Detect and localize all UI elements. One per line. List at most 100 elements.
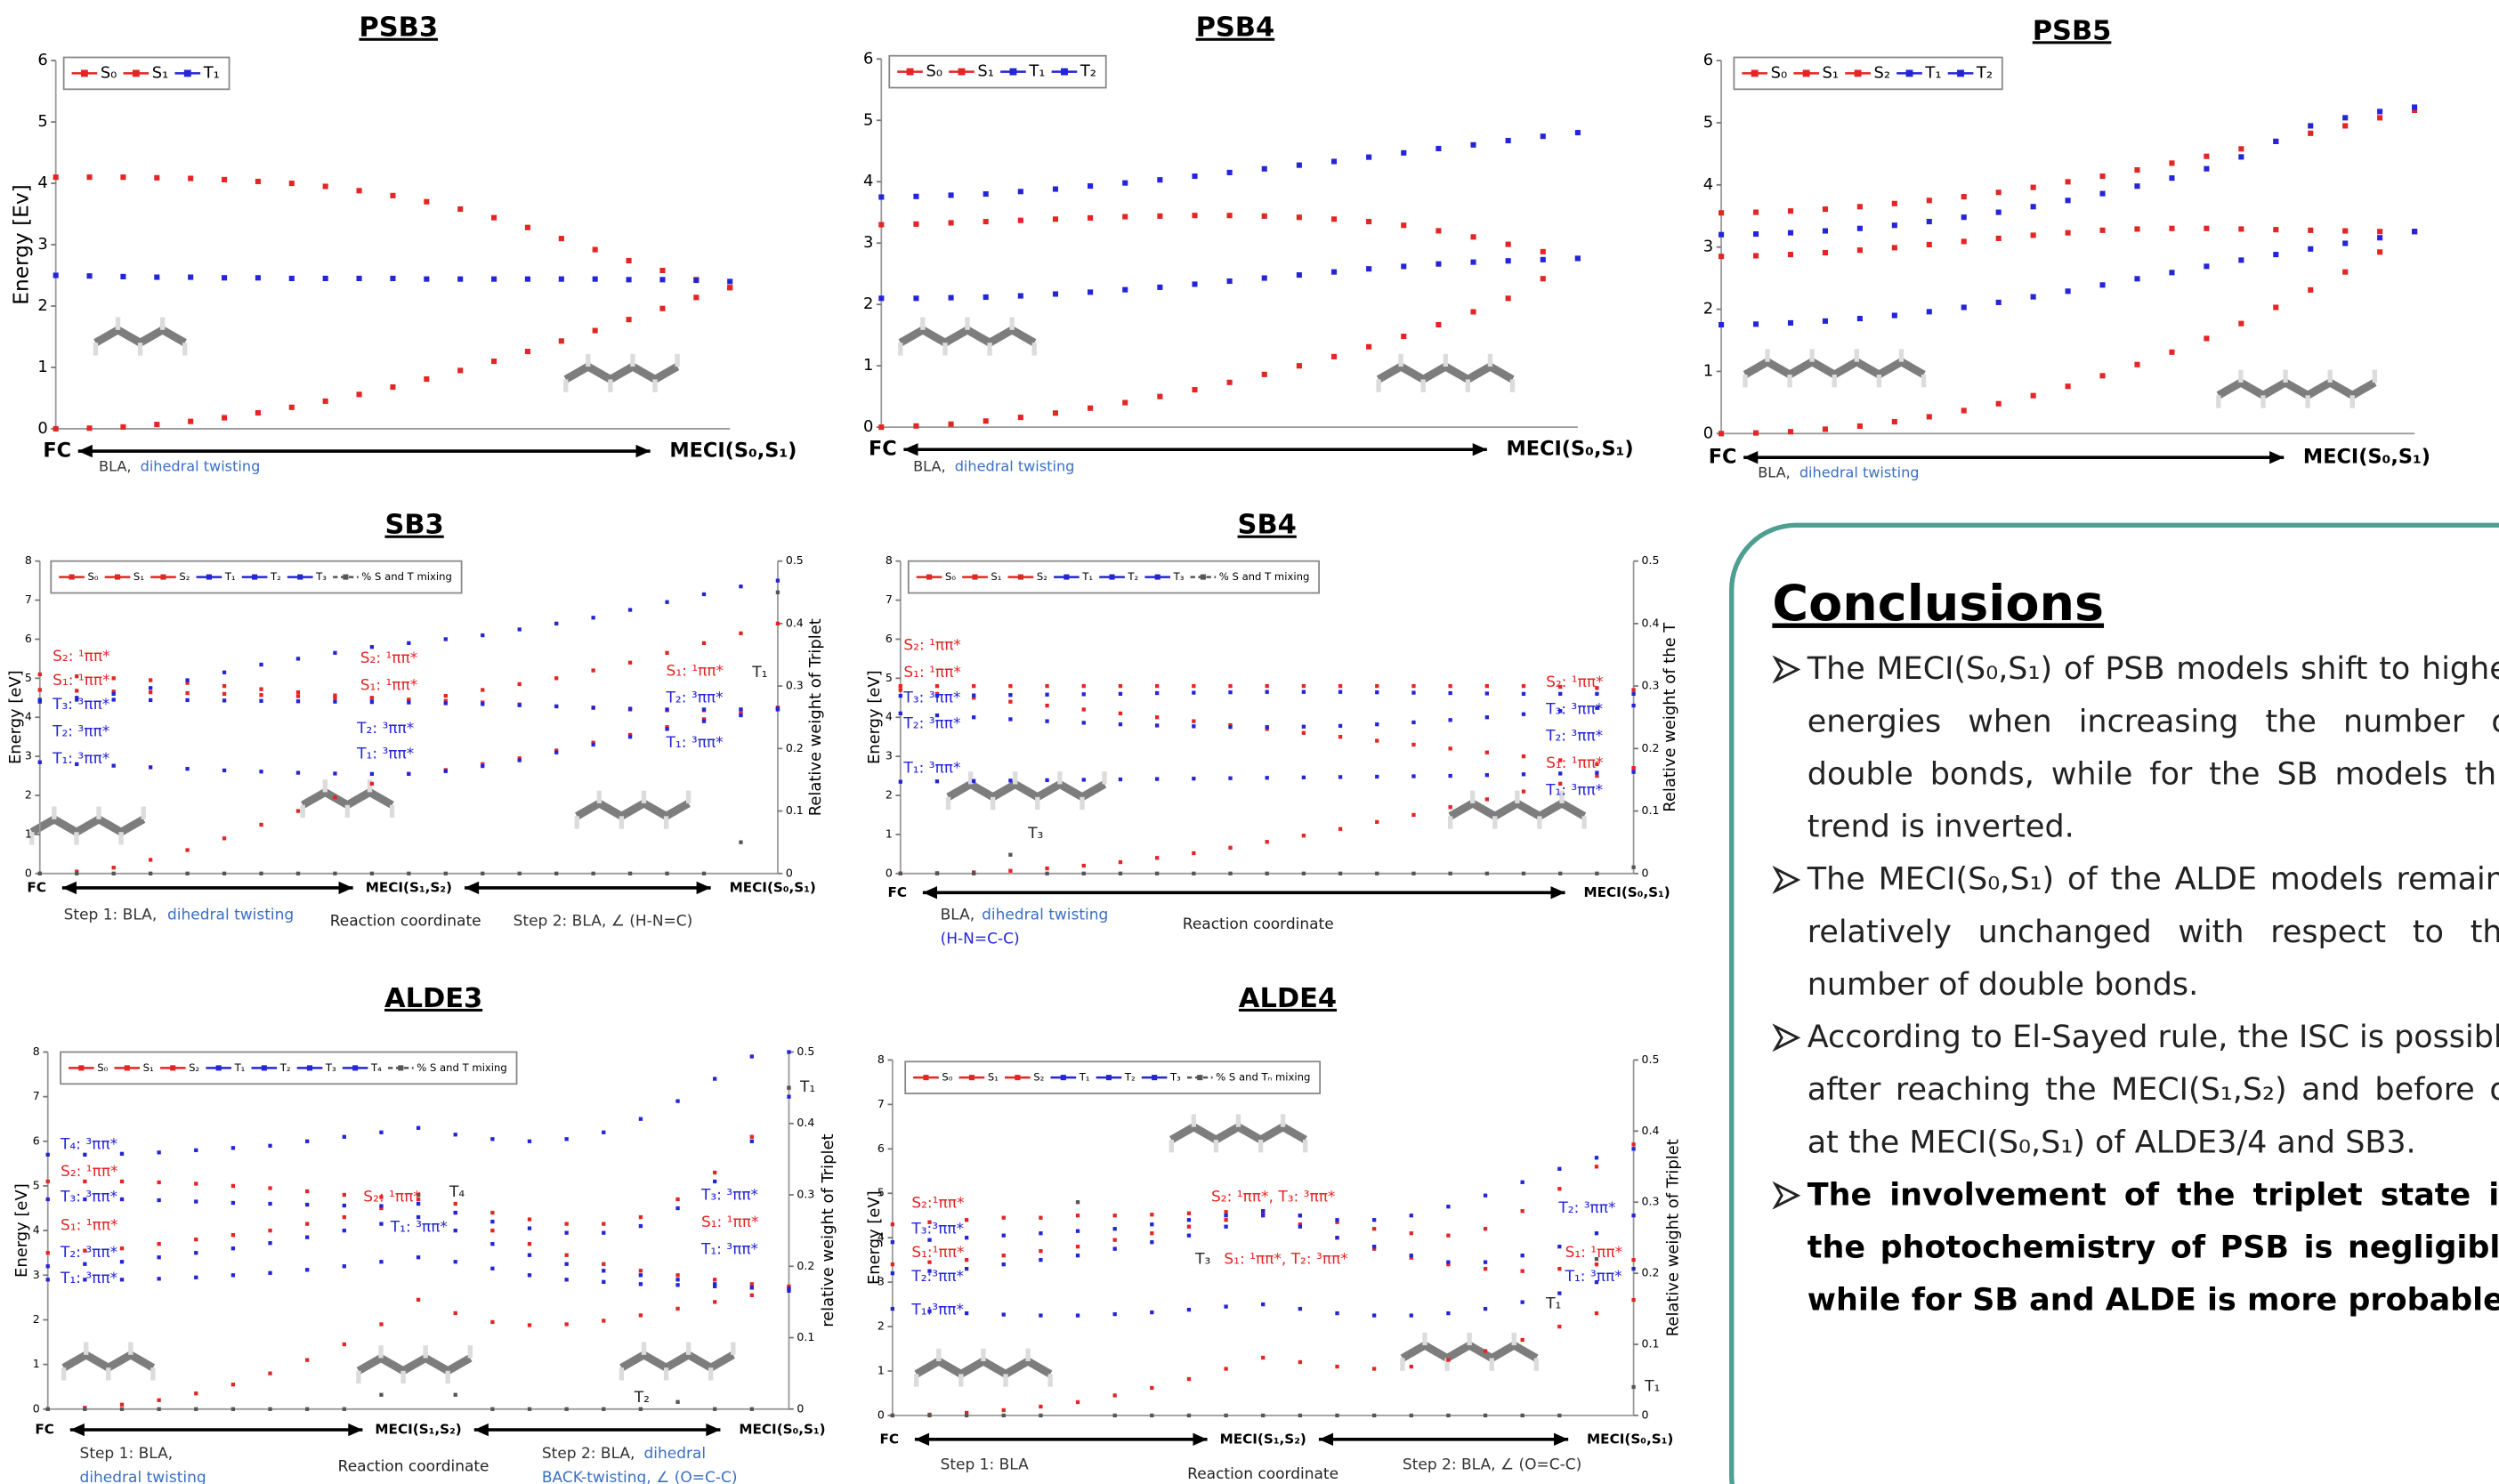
legend-label: S₀ bbox=[87, 570, 98, 583]
point bbox=[424, 376, 429, 382]
point bbox=[1192, 173, 1197, 179]
point bbox=[564, 1407, 568, 1411]
point bbox=[776, 591, 780, 594]
arrow-head bbox=[697, 882, 711, 894]
y-tick-label: 0 bbox=[33, 1401, 40, 1415]
point bbox=[46, 1198, 50, 1201]
annotation: T₁ bbox=[799, 1078, 815, 1096]
y2-tick-label: 0.4 bbox=[1642, 616, 1660, 629]
point bbox=[2204, 226, 2209, 231]
y2-tick-label: 0.4 bbox=[1642, 1124, 1660, 1137]
point bbox=[1631, 692, 1635, 696]
point bbox=[1411, 872, 1415, 875]
point bbox=[1187, 1377, 1191, 1381]
point bbox=[149, 872, 152, 875]
point bbox=[1008, 717, 1012, 721]
point bbox=[1411, 721, 1415, 724]
point bbox=[1506, 258, 1511, 263]
point bbox=[1557, 1325, 1561, 1328]
arrow-head bbox=[1193, 1433, 1207, 1446]
point bbox=[222, 684, 226, 688]
point bbox=[1484, 1349, 1487, 1352]
point bbox=[1436, 262, 1441, 267]
point bbox=[2377, 109, 2382, 114]
point bbox=[2238, 146, 2244, 151]
point bbox=[1401, 150, 1406, 156]
point bbox=[1446, 1234, 1450, 1238]
point bbox=[2308, 131, 2313, 136]
point bbox=[343, 1343, 346, 1346]
point bbox=[454, 1260, 457, 1263]
point bbox=[1521, 1414, 1524, 1417]
point bbox=[1008, 869, 1012, 873]
y-tick-label: 8 bbox=[25, 553, 32, 567]
point bbox=[490, 1320, 494, 1324]
point bbox=[1448, 774, 1452, 778]
point bbox=[559, 338, 564, 343]
point bbox=[602, 1280, 605, 1284]
point bbox=[1485, 797, 1489, 801]
legend-marker bbox=[1906, 69, 1913, 77]
y-tick-label: 1 bbox=[37, 358, 47, 376]
y-tick-label: 8 bbox=[877, 1053, 885, 1066]
point bbox=[665, 651, 668, 655]
point bbox=[1338, 827, 1342, 831]
point bbox=[1857, 247, 1863, 253]
point bbox=[231, 1246, 235, 1250]
point bbox=[1008, 778, 1012, 782]
point bbox=[591, 616, 594, 619]
y-tick-label: 2 bbox=[886, 788, 893, 802]
point bbox=[2099, 228, 2105, 233]
point bbox=[231, 1146, 235, 1149]
point bbox=[416, 1126, 420, 1130]
point bbox=[259, 872, 263, 875]
annotation: T₂: ³ππ* bbox=[902, 714, 960, 732]
point bbox=[323, 183, 328, 189]
point bbox=[1631, 1267, 1635, 1270]
x-tick-label: MECI(S₁,S₂) bbox=[1220, 1431, 1306, 1447]
point bbox=[323, 399, 328, 404]
legend-marker bbox=[1018, 575, 1023, 580]
point bbox=[1375, 684, 1379, 688]
point bbox=[1119, 692, 1122, 696]
point bbox=[1076, 1245, 1080, 1248]
point bbox=[750, 1286, 754, 1289]
y-tick-label: 3 bbox=[25, 749, 32, 762]
point bbox=[949, 295, 954, 301]
legend-label: S₀ bbox=[1771, 63, 1788, 82]
point bbox=[1857, 423, 1863, 429]
point bbox=[2169, 270, 2174, 275]
point bbox=[1753, 321, 1759, 327]
y-tick-label: 3 bbox=[37, 235, 47, 254]
point bbox=[149, 765, 152, 769]
point bbox=[1410, 1254, 1413, 1257]
annotation: T₂: ³ππ* bbox=[666, 690, 724, 707]
point bbox=[1119, 712, 1122, 715]
point bbox=[913, 423, 918, 429]
point bbox=[1018, 415, 1023, 420]
point bbox=[1788, 230, 1793, 236]
legend-marker bbox=[1751, 69, 1759, 77]
molecule bbox=[2219, 383, 2374, 395]
point bbox=[1506, 138, 1511, 143]
point bbox=[1375, 820, 1379, 824]
legend-label: T₂ bbox=[279, 1061, 291, 1074]
point bbox=[1436, 228, 1441, 233]
legend-label: S₁ bbox=[1823, 63, 1840, 82]
y-axis-label: Energy [eV] bbox=[865, 1190, 884, 1285]
point bbox=[157, 1255, 160, 1259]
point bbox=[1045, 719, 1048, 722]
point bbox=[675, 1198, 679, 1201]
point bbox=[289, 276, 295, 281]
point bbox=[713, 1180, 716, 1183]
point bbox=[2031, 204, 2036, 209]
legend-marker bbox=[216, 1065, 222, 1070]
point bbox=[2169, 226, 2174, 231]
legend-label: T₁ bbox=[1924, 63, 1941, 82]
point bbox=[2169, 175, 2174, 181]
point bbox=[259, 687, 263, 690]
point bbox=[1331, 158, 1337, 164]
point bbox=[1631, 1142, 1635, 1146]
point bbox=[1484, 1307, 1487, 1311]
legend-marker bbox=[262, 1065, 267, 1070]
